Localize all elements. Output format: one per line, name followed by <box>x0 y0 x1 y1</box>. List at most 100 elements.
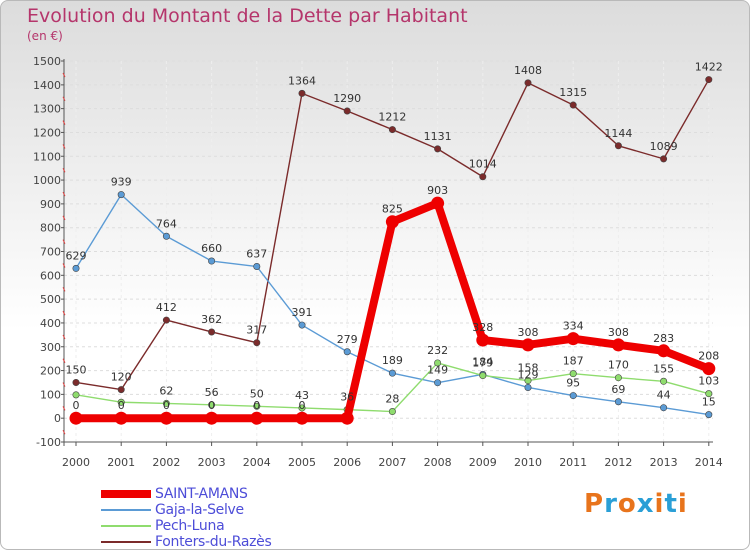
data-point <box>340 411 354 425</box>
data-label: 95 <box>566 377 580 390</box>
data-label: 28 <box>385 393 399 406</box>
data-point <box>702 362 716 376</box>
data-label: 0 <box>299 399 306 412</box>
x-tick-label: 2007 <box>378 456 406 469</box>
y-tick-label: 1500 <box>33 55 61 68</box>
x-tick-label: 2006 <box>333 456 361 469</box>
data-label: 308 <box>608 326 629 339</box>
y-tick-label: 700 <box>40 246 61 259</box>
data-point <box>657 344 671 358</box>
data-point <box>611 338 625 352</box>
data-point <box>524 383 532 391</box>
x-tick-label: 2010 <box>514 456 542 469</box>
data-label: 629 <box>66 249 87 262</box>
data-label: 1364 <box>288 74 316 87</box>
x-tick-label: 2008 <box>424 456 452 469</box>
data-label: 149 <box>427 364 448 377</box>
data-label: 764 <box>156 217 177 230</box>
legend-label: Gaja-la-Selve <box>155 502 244 518</box>
data-label: 328 <box>472 321 493 334</box>
axis-accent <box>62 144 66 149</box>
y-tick-label: 1300 <box>33 103 61 116</box>
data-label: 939 <box>111 176 132 189</box>
x-tick-label: 2009 <box>469 456 497 469</box>
data-point <box>569 370 577 378</box>
data-point <box>253 263 261 271</box>
data-label: 279 <box>337 333 358 346</box>
x-tick-label: 2001 <box>107 456 135 469</box>
axis-accent <box>62 191 66 197</box>
data-label: 1290 <box>333 92 361 105</box>
x-tick-label: 2014 <box>695 456 723 469</box>
logo-letter: P <box>584 489 605 519</box>
axis-accent <box>62 287 66 292</box>
data-label: 187 <box>563 355 584 368</box>
axis-accent <box>62 406 66 411</box>
x-tick-label: 2000 <box>62 456 90 469</box>
logo-letter: t <box>664 489 678 519</box>
data-point <box>566 332 580 346</box>
data-point <box>72 378 80 386</box>
x-tick-label: 2003 <box>198 456 226 469</box>
data-point <box>660 155 668 163</box>
y-tick-label: 1200 <box>33 126 61 139</box>
data-point <box>660 377 668 385</box>
data-point <box>476 333 490 347</box>
y-tick-label: 900 <box>40 198 61 211</box>
data-point <box>524 79 532 87</box>
data-label: 155 <box>653 362 674 375</box>
data-point <box>117 191 125 199</box>
data-point <box>479 372 487 380</box>
data-label: 184 <box>472 355 493 368</box>
data-label: 15 <box>702 396 716 409</box>
axis-accent <box>62 72 66 78</box>
data-point <box>117 386 125 394</box>
logo-letter: i <box>677 489 688 519</box>
legend-label: SAINT-AMANS <box>155 486 248 502</box>
data-label: 0 <box>253 399 260 412</box>
data-label: 208 <box>698 350 719 363</box>
data-point <box>250 411 264 425</box>
legend-item: Gaja-la-Selve <box>101 502 271 518</box>
data-label: 903 <box>427 184 448 197</box>
data-point <box>343 107 351 115</box>
data-label: 56 <box>205 386 219 399</box>
chart-legend: SAINT-AMANS Gaja-la-Selve Pech-Luna Fonters… <box>101 486 272 550</box>
legend-label: Fonters-du-Razès <box>155 534 272 550</box>
axis-accent <box>62 263 66 268</box>
data-point <box>388 126 396 134</box>
legend-swatch <box>101 541 151 543</box>
data-label: 825 <box>382 203 403 216</box>
data-label: 1212 <box>378 111 406 124</box>
data-label: 129 <box>518 368 539 381</box>
data-point <box>159 411 173 425</box>
y-tick-label: 1000 <box>33 174 61 187</box>
y-tick-label: -100 <box>36 436 61 449</box>
data-label: 158 <box>518 362 539 375</box>
data-point <box>705 390 713 398</box>
y-tick-label: 200 <box>40 365 61 378</box>
y-tick-label: 300 <box>40 341 61 354</box>
data-point <box>298 321 306 329</box>
chart-title: Evolution du Montant de la Dette par Hab… <box>27 5 468 27</box>
data-point <box>705 411 713 419</box>
legend-label: Pech-Luna <box>155 518 225 534</box>
data-point <box>614 374 622 382</box>
axis-accent <box>62 239 66 244</box>
data-label: 283 <box>653 332 674 345</box>
axis-accent <box>62 310 66 316</box>
data-label: 69 <box>611 383 625 396</box>
data-point <box>479 173 487 181</box>
legend-item: Fonters-du-Razès <box>101 534 272 550</box>
axis-accent <box>62 334 66 340</box>
data-point <box>660 404 668 412</box>
data-point <box>72 391 80 399</box>
data-label: 412 <box>156 301 177 314</box>
data-label: 0 <box>73 399 80 412</box>
data-point <box>208 328 216 336</box>
y-tick-label: 100 <box>40 388 61 401</box>
x-tick-label: 2011 <box>559 456 587 469</box>
legend-swatch <box>101 509 151 511</box>
y-tick-label: 0 <box>54 412 61 425</box>
